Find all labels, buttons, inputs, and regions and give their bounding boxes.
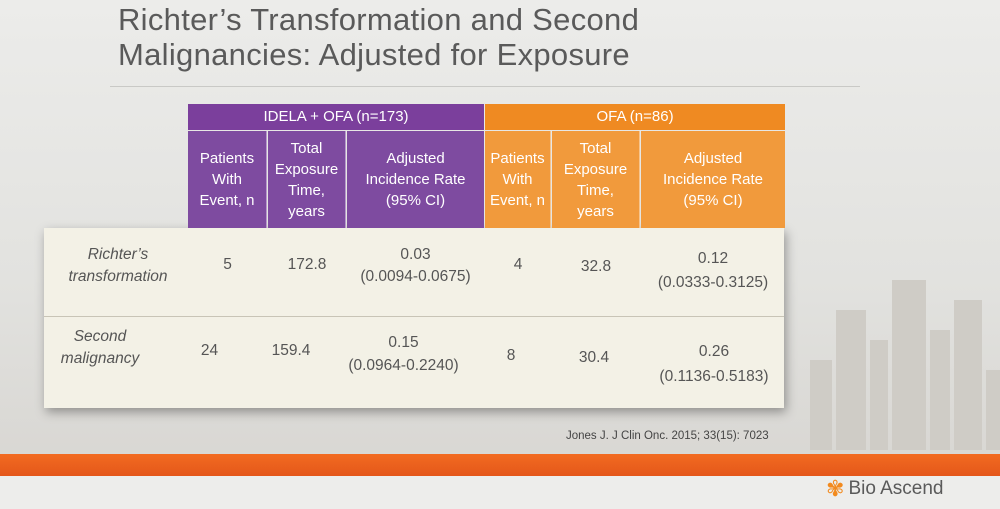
cell-r1-idela-ci: (0.0094-0.0675) xyxy=(347,266,484,288)
title-divider xyxy=(110,86,860,87)
cell-r2-idela-exposure: 159.4 xyxy=(252,340,330,362)
flower-logo-icon: ✾ xyxy=(826,478,844,500)
cell-r2-idela-ci: (0.0964-0.2240) xyxy=(335,355,472,377)
group-header-idela-ofa: IDELA + OFA (n=173) xyxy=(188,104,484,130)
col-header-idela-rate: Adjusted Incidence Rate (95% CI) xyxy=(347,131,484,228)
cell-r1-idela-events: 5 xyxy=(188,254,267,276)
cell-r1-ofa-exposure: 32.8 xyxy=(552,256,640,278)
row-label-richters: Richter’s transformation xyxy=(58,244,178,288)
brand-name: Bio Ascend xyxy=(848,478,943,500)
title-line-1: Richter’s Transformation and Second xyxy=(118,2,878,37)
cell-r1-ofa-rate: 0.12 xyxy=(641,248,785,270)
brand-logo: ✾ Bio Ascend xyxy=(826,478,944,500)
col-header-ofa-events: Patients With Event, n xyxy=(485,131,551,228)
col-header-ofa-exposure: Total Exposure Time, years xyxy=(552,131,640,228)
cell-r1-idela-rate: 0.03 xyxy=(347,244,484,266)
slide-title: Richter’s Transformation and Second Mali… xyxy=(118,2,878,72)
cell-r1-ofa-ci: (0.0333-0.3125) xyxy=(641,272,785,294)
col-header-idela-exposure: Total Exposure Time, years xyxy=(268,131,346,228)
cell-r2-ofa-exposure: 30.4 xyxy=(550,347,638,369)
cell-r2-ofa-rate: 0.26 xyxy=(642,341,786,363)
title-line-2: Malignancies: Adjusted for Exposure xyxy=(118,37,878,72)
row-label-second-malignancy: Second malignancy xyxy=(40,326,160,370)
row-divider xyxy=(44,316,784,317)
col-header-ofa-rate: Adjusted Incidence Rate (95% CI) xyxy=(641,131,785,228)
col-header-idela-events: Patients With Event, n xyxy=(188,131,267,228)
skyline-decoration xyxy=(800,250,1000,450)
cell-r1-ofa-events: 4 xyxy=(485,254,551,276)
cell-r2-idela-rate: 0.15 xyxy=(335,332,472,354)
citation: Jones J. J Clin Onc. 2015; 33(15): 7023 xyxy=(566,430,769,442)
cell-r2-ofa-ci: (0.1136-0.5183) xyxy=(642,366,786,388)
cell-r2-idela-events: 24 xyxy=(170,340,249,362)
cell-r1-idela-exposure: 172.8 xyxy=(268,254,346,276)
group-header-ofa: OFA (n=86) xyxy=(485,104,785,130)
cell-r2-ofa-events: 8 xyxy=(478,345,544,367)
